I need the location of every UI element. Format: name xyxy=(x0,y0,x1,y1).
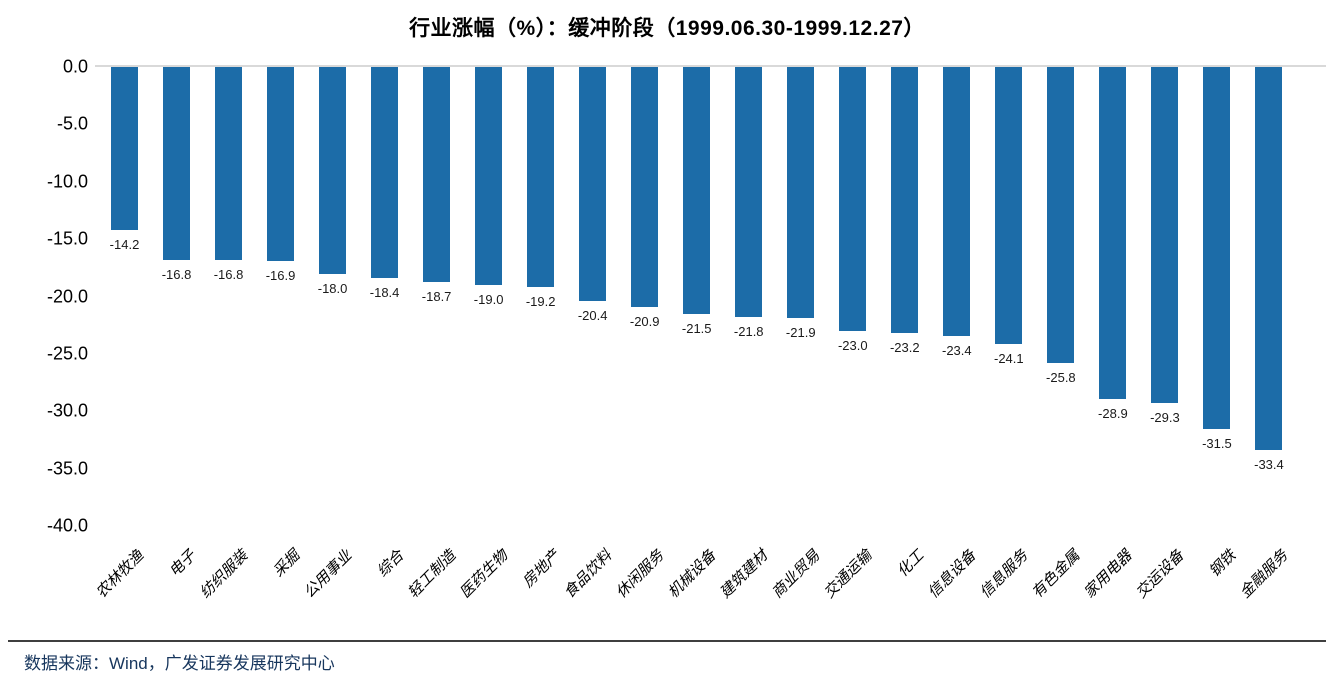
bar xyxy=(891,67,919,334)
bar xyxy=(787,67,815,319)
bar-value-label: -14.2 xyxy=(109,237,140,253)
bar xyxy=(1203,67,1231,429)
bar-value-label: -19.2 xyxy=(525,294,556,310)
chart-title: 行业涨幅（%）：缓冲阶段（1999.06.30-1999.12.27） xyxy=(409,17,925,40)
bar-value-label: -25.8 xyxy=(1046,370,1076,386)
bar-value-label: -18.7 xyxy=(421,288,452,304)
bar-value-label: -31.5 xyxy=(1202,435,1232,451)
bar-value-label: -16.8 xyxy=(161,266,192,282)
bar-value-label: -21.5 xyxy=(681,320,712,336)
bar-value-label: -19.0 xyxy=(473,292,504,308)
bar xyxy=(1255,67,1283,451)
bar xyxy=(215,67,243,260)
bar-value-label: -23.4 xyxy=(941,342,972,358)
bar-value-label: -21.9 xyxy=(785,325,816,341)
bar xyxy=(579,67,607,302)
y-axis-tick-label: -20.0 xyxy=(46,286,88,307)
bar-value-label: -16.8 xyxy=(213,266,244,282)
bar xyxy=(475,67,503,286)
bar-value-label: -28.9 xyxy=(1098,405,1128,421)
bar-value-label: -24.1 xyxy=(994,350,1024,366)
y-axis-tick-label: -5.0 xyxy=(56,113,88,134)
source-text: 数据来源：Wind，广发证券发展研究中心 xyxy=(24,654,335,673)
bar xyxy=(839,67,867,332)
bar xyxy=(527,67,555,288)
y-axis-tick-label: -30.0 xyxy=(46,400,88,421)
bar xyxy=(1047,67,1075,364)
bar xyxy=(1151,67,1179,404)
bar-value-label: -23.2 xyxy=(889,340,920,356)
bar xyxy=(423,67,451,282)
y-axis-tick-label: 0.0 xyxy=(62,56,88,77)
bar xyxy=(1099,67,1127,399)
y-axis-tick-label: -40.0 xyxy=(46,515,88,536)
bar-value-label: -16.9 xyxy=(265,268,296,283)
bar xyxy=(943,67,971,336)
bar xyxy=(111,67,138,231)
bar xyxy=(371,67,399,279)
zero-baseline xyxy=(95,65,1326,67)
y-axis-tick-label: -35.0 xyxy=(46,458,88,479)
bar-value-label: -33.4 xyxy=(1254,457,1284,473)
y-axis-tick-label: -15.0 xyxy=(46,228,88,249)
bar xyxy=(995,67,1023,344)
bar-value-label: -18.4 xyxy=(369,285,400,301)
y-axis-tick-label: -10.0 xyxy=(46,171,88,192)
bar-value-label: -20.9 xyxy=(629,313,660,329)
bar xyxy=(631,67,659,307)
bar xyxy=(267,67,295,261)
bar-value-label: -29.3 xyxy=(1150,410,1180,426)
bar xyxy=(163,67,191,260)
footer-divider xyxy=(8,640,1326,642)
bar xyxy=(319,67,347,274)
bar-value-label: -21.8 xyxy=(733,324,764,340)
y-axis-tick-label: -25.0 xyxy=(46,343,88,364)
bar-value-label: -23.0 xyxy=(837,338,868,354)
bar xyxy=(735,67,763,318)
bar xyxy=(683,67,711,314)
bar-value-label: -20.4 xyxy=(577,308,608,324)
bar-value-label: -18.0 xyxy=(317,280,348,296)
